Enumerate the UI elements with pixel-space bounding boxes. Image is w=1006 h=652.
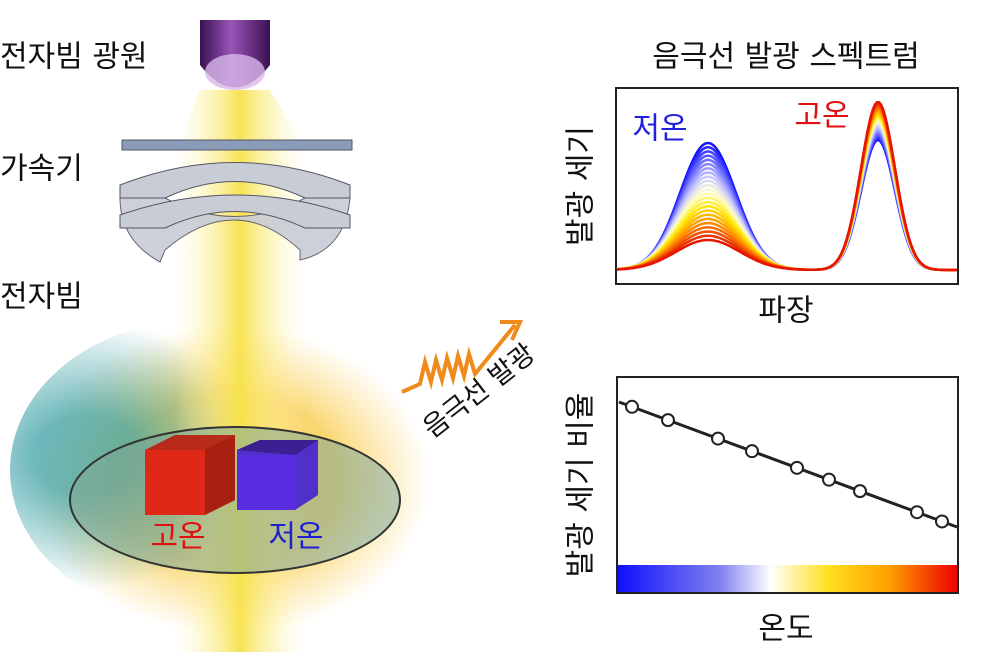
ratio-x-label: 온도 — [758, 612, 813, 647]
accelerator-label: 가속기 — [0, 152, 83, 187]
ratio-point — [935, 514, 949, 529]
ratio-point — [661, 413, 675, 428]
sample-hot-label: 고온 — [150, 520, 205, 555]
emission-arrowhead — [500, 320, 524, 341]
ratio-point — [822, 472, 836, 487]
hot-cube — [145, 435, 235, 515]
aperture-plate — [121, 139, 353, 151]
beam-label: 전자빔 — [0, 280, 83, 315]
emission-wave — [401, 323, 517, 394]
source-lens — [205, 54, 265, 90]
cold-cube — [237, 440, 318, 510]
accelerator-rings — [119, 162, 351, 263]
ratio-point — [745, 444, 759, 459]
spectrum-cold-label: 저온 — [632, 112, 687, 147]
ratio-point — [711, 431, 725, 446]
spectrum-curve — [616, 101, 957, 272]
ratio-point — [625, 399, 639, 414]
ratio-frame — [616, 376, 959, 594]
spectrum-y-label: 발광 세기 — [564, 126, 599, 246]
spectrum-title: 음극선 발광 스펙트럼 — [652, 40, 919, 75]
ratio-y-label: 발광 세기 비율 — [564, 393, 599, 578]
ratio-point — [790, 460, 804, 475]
ratio-point — [910, 505, 924, 520]
spectrum-curves — [616, 101, 957, 272]
ratio-fit-line — [618, 400, 958, 529]
temperature-colorbar — [618, 565, 957, 592]
ratio-point — [853, 484, 867, 499]
ratio-points — [625, 399, 949, 529]
source-label: 전자빔 광원 — [0, 40, 148, 75]
spectrum-x-label: 파장 — [758, 294, 813, 329]
spectrum-hot-label: 고온 — [794, 99, 849, 134]
sample-cold-label: 저온 — [268, 520, 323, 555]
